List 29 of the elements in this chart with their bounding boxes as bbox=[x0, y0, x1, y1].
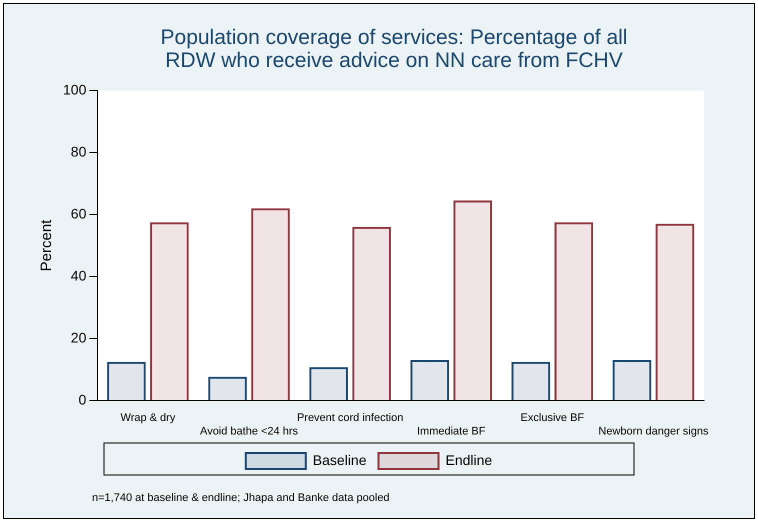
y-axis-title: Percent bbox=[38, 218, 56, 272]
bar bbox=[512, 362, 550, 400]
x-tick-label: Newborn danger signs bbox=[598, 425, 709, 438]
legend-label: Endline bbox=[446, 452, 492, 468]
x-tick-label: Prevent cord infection bbox=[296, 412, 404, 424]
bar bbox=[410, 360, 450, 400]
bar bbox=[251, 208, 290, 400]
bar bbox=[107, 362, 146, 400]
bar bbox=[612, 360, 652, 400]
y-tick-label: 0 bbox=[78, 391, 87, 408]
y-tick-label: 20 bbox=[70, 329, 87, 346]
y-tick-label: 60 bbox=[70, 205, 87, 222]
legend-label: Baseline bbox=[312, 452, 367, 468]
bar bbox=[453, 200, 492, 400]
y-tick-label: 80 bbox=[70, 143, 87, 160]
bar bbox=[208, 376, 247, 400]
bar bbox=[352, 226, 391, 400]
y-tick-label: 100 bbox=[63, 81, 87, 98]
bar bbox=[554, 222, 594, 400]
bar bbox=[150, 222, 189, 400]
x-tick-label: Immediate BF bbox=[417, 425, 486, 438]
bar bbox=[309, 367, 348, 400]
x-tick-label: Wrap & dry bbox=[120, 412, 176, 424]
text: n=1,740 at baseline & endline; Jhapa and Banke data pooled bbox=[92, 492, 390, 504]
bar bbox=[656, 224, 694, 400]
y-tick-label: 40 bbox=[70, 267, 87, 284]
x-tick-label: Avoid bathe <24 hrs bbox=[200, 425, 298, 438]
x-tick-label: Exclusive BF bbox=[520, 412, 584, 424]
chart-title: Population coverage of services: Percentage of all RDW who receive advice on NN care from FCHV bbox=[160, 26, 628, 72]
